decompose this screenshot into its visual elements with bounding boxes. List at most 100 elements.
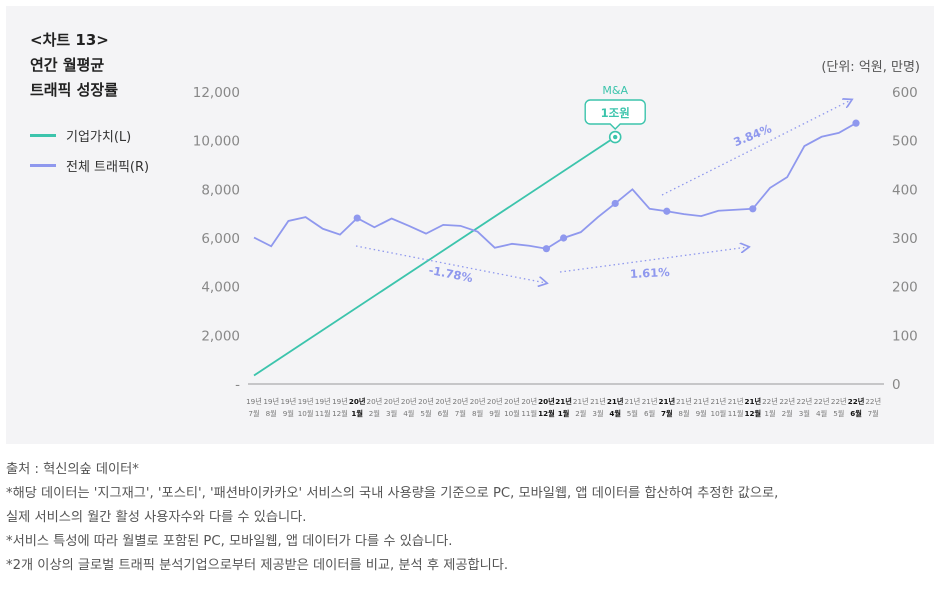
x-tick-year: 19년 (263, 397, 279, 406)
x-tick-year: 20년 (418, 397, 434, 406)
x-tick-year: 22년 (762, 397, 778, 406)
y-left-tick: 12,000 (193, 85, 240, 101)
x-tick-month: 4월 (609, 409, 621, 418)
y-right-tick: 500 (892, 134, 918, 150)
annotation-ma-label: M&A (602, 84, 628, 97)
x-tick-year: 21년 (744, 397, 761, 406)
x-tick-year: 20년 (401, 397, 417, 406)
y-left-tick: 4,000 (201, 280, 240, 296)
annotation-callout-box (584, 99, 646, 130)
x-tick-year: 20년 (435, 397, 451, 406)
legend-swatch-enterprise (30, 133, 56, 137)
x-tick-month: 5월 (420, 409, 431, 418)
x-tick-year: 21년 (728, 397, 744, 406)
x-tick-month: 12월 (332, 409, 348, 418)
x-tick-year: 20년 (487, 397, 503, 406)
traffic-marker (542, 245, 551, 253)
x-tick-month: 12월 (744, 409, 761, 418)
traffic-marker (852, 119, 860, 127)
enterprise-end-marker-dot (613, 134, 618, 140)
traffic-marker (749, 205, 757, 213)
x-tick-year: 21년 (573, 397, 589, 406)
x-tick-month: 1월 (558, 409, 570, 418)
x-tick-month: 8월 (266, 409, 277, 418)
note-1-continued: 실제 서비스의 월간 활성 사용자수와 다를 수 있습니다. (6, 510, 307, 525)
chart-panel (6, 6, 934, 444)
x-tick-month: 6월 (438, 409, 449, 418)
y-right-tick: 400 (892, 182, 918, 198)
x-tick-year: 20년 (367, 397, 383, 406)
x-tick-year: 22년 (865, 397, 881, 406)
x-tick-month: 10월 (298, 409, 314, 418)
x-tick-year: 19년 (281, 397, 297, 406)
trend-arrow (559, 247, 748, 273)
x-tick-month: 10월 (711, 409, 727, 418)
y-left-tick: 8,000 (201, 182, 240, 198)
legend-label-enterprise: 기업가치(L) (66, 129, 132, 145)
x-tick-year: 22년 (814, 397, 830, 406)
x-tick-year: 19년 (246, 397, 262, 406)
x-tick-year: 20년 (453, 397, 469, 406)
y-left-tick: 6,000 (201, 231, 240, 247)
y-left-tick: 2,000 (201, 328, 240, 344)
x-tick-month: 1월 (764, 409, 775, 418)
y-left-tick: 10,000 (193, 134, 240, 150)
x-tick-month: 8월 (678, 409, 689, 418)
y-right-tick: 300 (892, 231, 918, 247)
note-1: *해당 데이터는 '지그재그', '포스티', '패션바이카카오' 서비스의 국… (6, 486, 779, 501)
x-tick-year: 21년 (693, 397, 709, 406)
x-tick-month: 5월 (627, 409, 638, 418)
x-tick-year: 19년 (315, 397, 331, 406)
x-tick-year: 21년 (711, 397, 727, 406)
y-left-tick: - (235, 377, 240, 393)
x-tick-month: 6월 (850, 409, 862, 418)
x-tick-year: 22년 (848, 397, 865, 406)
x-tick-month: 3월 (592, 409, 603, 418)
line-chart: 12,000 10,000 8,000 6,000 4,000 2,000 - 600 500 4… (193, 84, 918, 418)
annotation-callout-value: 1조원 (601, 106, 630, 120)
x-tick-month: 10월 (504, 409, 520, 418)
note-2: *서비스 특성에 따라 월별로 포함된 PC, 모바일웹, 앱 데이터가 다를 … (6, 534, 453, 549)
x-tick-month: 11월 (728, 409, 744, 418)
x-tick-month: 8월 (472, 409, 483, 418)
chart-number: <차트 13> (30, 31, 109, 49)
notes: 출처 : 혁신의숲 데이터* *해당 데이터는 '지그재그', '포스티', '… (6, 458, 778, 578)
x-tick-year: 20년 (538, 397, 555, 406)
x-tick-year: 21년 (590, 397, 606, 406)
x-tick-year: 21년 (607, 397, 624, 406)
x-tick-year: 20년 (349, 397, 366, 406)
x-tick-month: 3월 (386, 409, 397, 418)
traffic-marker (611, 199, 619, 208)
x-tick-year: 21년 (555, 397, 572, 406)
chart-title: <차트 13> 연간 월평균 트래픽 성장률 (30, 28, 118, 103)
legend-label-traffic: 전체 트래픽(R) (66, 159, 150, 175)
x-tick-month: 3월 (799, 409, 810, 418)
x-tick-month: 7월 (248, 409, 259, 418)
x-tick-month: 7월 (661, 409, 673, 418)
x-tick-year: 21년 (642, 397, 658, 406)
unit-label: (단위: 억원, 만명) (821, 60, 920, 75)
trend-arrow (661, 100, 851, 196)
series-line-traffic (253, 122, 857, 250)
x-tick-month: 2월 (369, 409, 380, 418)
x-tick-month: 9월 (696, 409, 707, 418)
x-tick-month: 2월 (575, 409, 586, 418)
x-tick-month: 12월 (538, 409, 555, 418)
x-tick-month: 2월 (782, 409, 793, 418)
x-tick-month: 4월 (816, 409, 827, 418)
legend: 기업가치(L) 전체 트래픽(R) (30, 120, 149, 180)
x-tick-month: 4월 (403, 409, 414, 418)
x-tick-month: 9월 (489, 409, 500, 418)
trend-arrow (355, 245, 546, 283)
trend-label: 3.84% (731, 121, 774, 149)
legend-item-enterprise: 기업가치(L) (30, 120, 149, 150)
source-note: 출처 : 혁신의숲 데이터* (6, 462, 139, 477)
x-tick-year: 21년 (625, 397, 641, 406)
x-tick-year: 22년 (797, 397, 813, 406)
x-tick-year: 21년 (658, 397, 675, 406)
series-line-enterprise (253, 136, 616, 377)
y-right-tick: 200 (892, 280, 918, 296)
x-tick-month: 7월 (868, 409, 879, 418)
x-tick-month: 9월 (283, 409, 294, 418)
chart-title-line-2: 트래픽 성장률 (30, 81, 119, 99)
